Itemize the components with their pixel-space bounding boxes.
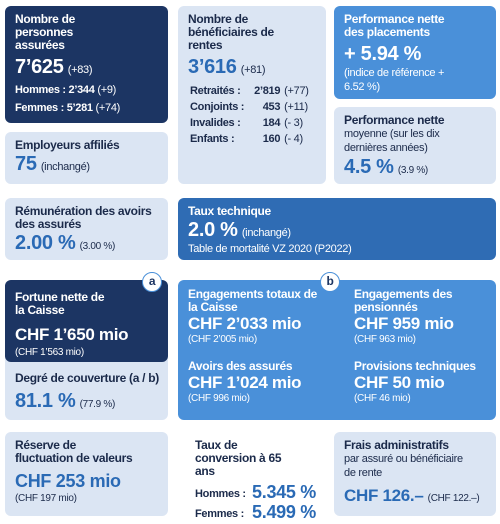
value: CHF 126.–: [344, 486, 424, 505]
change: (+81): [240, 64, 266, 76]
row: Conjoints : 453 (+11): [188, 99, 311, 115]
remuneration-card: Rémunération des avoirs des assurés 2.00…: [5, 198, 168, 260]
commitment: Avoirs des assurés CHF 1’024 mio (CHF 996 …: [188, 359, 323, 405]
title: Nombre de personnes assurées: [15, 12, 75, 52]
value: 3’616: [188, 56, 237, 78]
value: 160: [262, 133, 281, 145]
title: Fortune nette de la Caisse: [15, 290, 105, 317]
men-label: Hommes :: [195, 488, 246, 500]
title: Provisions techniques: [354, 359, 476, 373]
value: 2’819: [254, 85, 281, 97]
beneficiaries-card: Nombre de bénéficiaires de rentes 3’616 …: [178, 6, 326, 184]
note: (inchangé): [241, 227, 291, 239]
title: Nombre de bénéficiaires de rentes: [188, 12, 274, 52]
men: Hommes : 2’344: [15, 84, 95, 96]
badge: b: [320, 272, 340, 292]
title: Avoirs des assurés: [188, 359, 293, 373]
title: Réserve de fluctuation de valeurs: [15, 438, 133, 465]
title: Rémunération des avoirs des assurés: [15, 204, 152, 231]
value: 81.1 %: [15, 390, 76, 412]
insured-card: Nombre de personnes assurées 7’625 (+83)…: [5, 6, 168, 123]
value: + 5.94 %: [344, 43, 422, 65]
title: Employeurs affiliés: [15, 138, 120, 152]
avg-performance-card: Performance nette moyenne (sur les dix d…: [334, 107, 496, 184]
commitment: Engagements des pensionnés CHF 959 mio (CH…: [354, 287, 489, 346]
commitments-card: b Engagements totaux de la Caisse CHF 2’0…: [178, 272, 496, 420]
prev: (3.9 %): [397, 165, 428, 176]
row: Enfants : 160 (- 4): [188, 131, 311, 147]
prev: (CHF 46 mio): [354, 393, 411, 404]
fortune-card: a Fortune nette de la Caisse CHF 1’650 m…: [5, 272, 168, 362]
men-value: 5.345 %: [252, 482, 316, 502]
women: Femmes : 5’281: [15, 102, 93, 114]
label: Retraités :: [190, 85, 241, 97]
value: CHF 2’033 mio: [188, 314, 302, 333]
subtitle: par assuré ou bénéficiaire de rente: [344, 453, 463, 479]
prev: (CHF 122.–): [427, 493, 480, 504]
value: 184: [262, 117, 281, 129]
title: Taux technique: [188, 204, 271, 218]
value: CHF 959 mio: [354, 314, 454, 333]
value: CHF 253 mio: [15, 471, 121, 491]
commitment: Provisions techniques CHF 50 mio (CHF 46 m…: [354, 359, 489, 405]
row: Invalides : 184 (- 3): [188, 115, 311, 131]
badge: a: [142, 272, 162, 292]
women-label: Femmes :: [195, 508, 244, 520]
table: Table de mortalité VZ 2020 (P2022): [188, 243, 352, 255]
title: Performance nette des placements: [344, 12, 445, 39]
prev: (CHF 2’005 mio): [188, 334, 257, 345]
change: (- 3): [284, 117, 303, 129]
admin-costs-card: Frais administratifs par assuré ou bénéf…: [334, 432, 496, 516]
title: Frais administratifs: [344, 438, 449, 452]
title: Engagements totaux de la Caisse: [188, 287, 318, 314]
women-value: 5.499 %: [252, 502, 316, 522]
change: (- 4): [284, 133, 303, 145]
note: (indice de référence + 6.52 %): [344, 67, 445, 93]
conversion-card: Taux de conversion à 65 ans Hommes : 5.34…: [185, 432, 326, 523]
prev: (CHF 996 mio): [188, 393, 250, 404]
value: 4.5 %: [344, 156, 394, 178]
fortune-group: a Fortune nette de la Caisse CHF 1’650 m…: [5, 272, 168, 420]
value: CHF 1’024 mio: [188, 373, 302, 392]
title: Taux de conversion à 65 ans: [195, 438, 282, 478]
label: Invalides :: [190, 117, 241, 129]
title: Degré de couverture (a / b): [15, 371, 159, 385]
beneficiaries-table: Retraités : 2’819 (+77) Conjoints : 453 (+11)…: [188, 83, 311, 147]
technical-rate-card: Taux technique 2.0 % (inchangé) Table de…: [178, 198, 496, 260]
prev: (CHF 963 mio): [354, 334, 416, 345]
performance-card: Performance nette des placements + 5.94 …: [334, 6, 496, 99]
men-change: (+9): [97, 84, 116, 96]
value: CHF 1’650 mio: [15, 325, 129, 344]
value: 453: [262, 101, 281, 113]
prev: (CHF 197 mio): [15, 493, 77, 504]
value: CHF 50 mio: [354, 373, 445, 392]
value: 75: [15, 153, 37, 175]
note: (inchangé): [40, 161, 90, 173]
change: (+83): [67, 64, 93, 76]
value: 2.0 %: [188, 219, 238, 241]
commitment: Engagements totaux de la Caisse CHF 2’033…: [188, 287, 323, 346]
value: 7’625: [15, 56, 64, 78]
label: Conjoints :: [190, 101, 245, 113]
title: Engagements des pensionnés: [354, 287, 453, 314]
value: 2.00 %: [15, 232, 76, 254]
prev: (CHF 1’563 mio): [15, 347, 84, 358]
change: (+11): [284, 101, 308, 113]
rows: Retraités : 2’819 (+77) Conjoints : 453 (+11)…: [188, 83, 311, 147]
row: Retraités : 2’819 (+77): [188, 83, 311, 99]
title: Performance nette: [344, 113, 445, 127]
change: (+77): [284, 85, 309, 97]
label: Enfants :: [190, 133, 235, 145]
reserve-card: Réserve de fluctuation de valeurs CHF 25…: [5, 432, 168, 516]
coverage: Degré de couverture (a / b) 81.1 % (77.9…: [15, 372, 159, 413]
employers-card: Employeurs affiliés 75 (inchangé): [5, 132, 168, 184]
prev: (3.00 %): [79, 241, 116, 252]
women-change: (+74): [95, 102, 121, 114]
prev: (77.9 %): [79, 399, 116, 410]
subtitle: moyenne (sur les dix dernières années): [344, 128, 440, 154]
